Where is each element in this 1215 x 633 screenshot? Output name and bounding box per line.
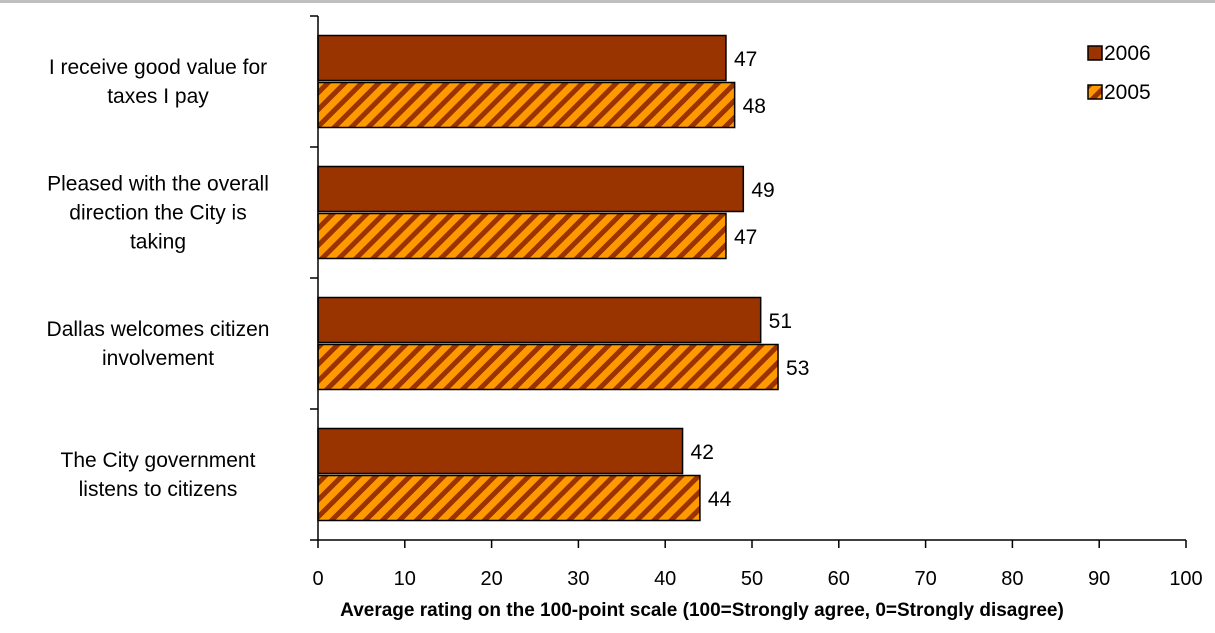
x-tick-label-10: 10 (394, 568, 416, 590)
x-tick-label-20: 20 (480, 568, 502, 590)
x-tick-label-30: 30 (567, 568, 589, 590)
x-tick-label-40: 40 (654, 568, 676, 590)
category-label-line: taking (130, 231, 186, 254)
legend-label-2006: 2006 (1104, 42, 1151, 65)
x-tick-label-60: 60 (828, 568, 850, 590)
x-tick-label-70: 70 (914, 568, 936, 590)
category-label-0: I receive good value for taxes I pay (49, 56, 267, 108)
bar-2006-cat-3 (317, 427, 684, 475)
category-label-line: direction the City is (69, 202, 246, 225)
bar-2006-cat-0 (317, 34, 727, 82)
value-label-2006-cat-3: 42 (691, 441, 714, 464)
value-label-2005-cat-1: 47 (734, 226, 757, 249)
value-label-2005-cat-0: 48 (743, 95, 766, 118)
legend-swatch-2005 (1087, 84, 1103, 100)
value-label-2005-cat-3: 44 (708, 488, 732, 511)
legend-swatch-2006 (1087, 45, 1103, 61)
x-tick-label-80: 80 (1001, 568, 1023, 590)
bar-2006-cat-1 (317, 165, 745, 213)
category-label-line: listens to citizens (79, 478, 238, 501)
category-label-line: Pleased with the overall (47, 173, 269, 196)
category-label-line: I receive good value for (49, 56, 267, 79)
x-tick-label-90: 90 (1088, 568, 1110, 590)
x-axis-title: Average rating on the 100-point scale (1… (340, 600, 1064, 621)
value-label-2005-cat-2: 53 (786, 357, 809, 380)
category-label-line: taxes I pay (107, 85, 209, 108)
bar-2005-cat-1 (317, 212, 727, 260)
bar-2005-cat-0 (317, 81, 736, 129)
value-label-2006-cat-2: 51 (769, 310, 792, 333)
plot-area: 47 48 I receive good value for taxes I pay 4… (47, 15, 1203, 590)
category-label-line: Dallas welcomes citizen (47, 318, 270, 341)
category-label-line: involvement (102, 347, 214, 370)
x-tick-label-50: 50 (741, 568, 763, 590)
legend-label-2005: 2005 (1104, 81, 1151, 104)
value-label-2006-cat-1: 49 (751, 179, 774, 202)
bar-2005-cat-3 (317, 474, 701, 522)
category-label-1: Pleased with the overall direction the Ci… (47, 173, 269, 254)
x-tick-label-100: 100 (1169, 568, 1202, 590)
top-rule (0, 0, 1215, 3)
category-label-3: The City government listens to citizens (61, 449, 256, 501)
category-label-line: The City government (61, 449, 256, 472)
legend: 2006 2005 (1087, 42, 1151, 104)
category-label-2: Dallas welcomes citizen involvement (47, 318, 270, 370)
x-tick-label-0: 0 (312, 568, 323, 590)
bar-2005-cat-2 (317, 343, 779, 391)
value-label-2006-cat-0: 47 (734, 48, 757, 71)
bar-2006-cat-2 (317, 296, 762, 344)
